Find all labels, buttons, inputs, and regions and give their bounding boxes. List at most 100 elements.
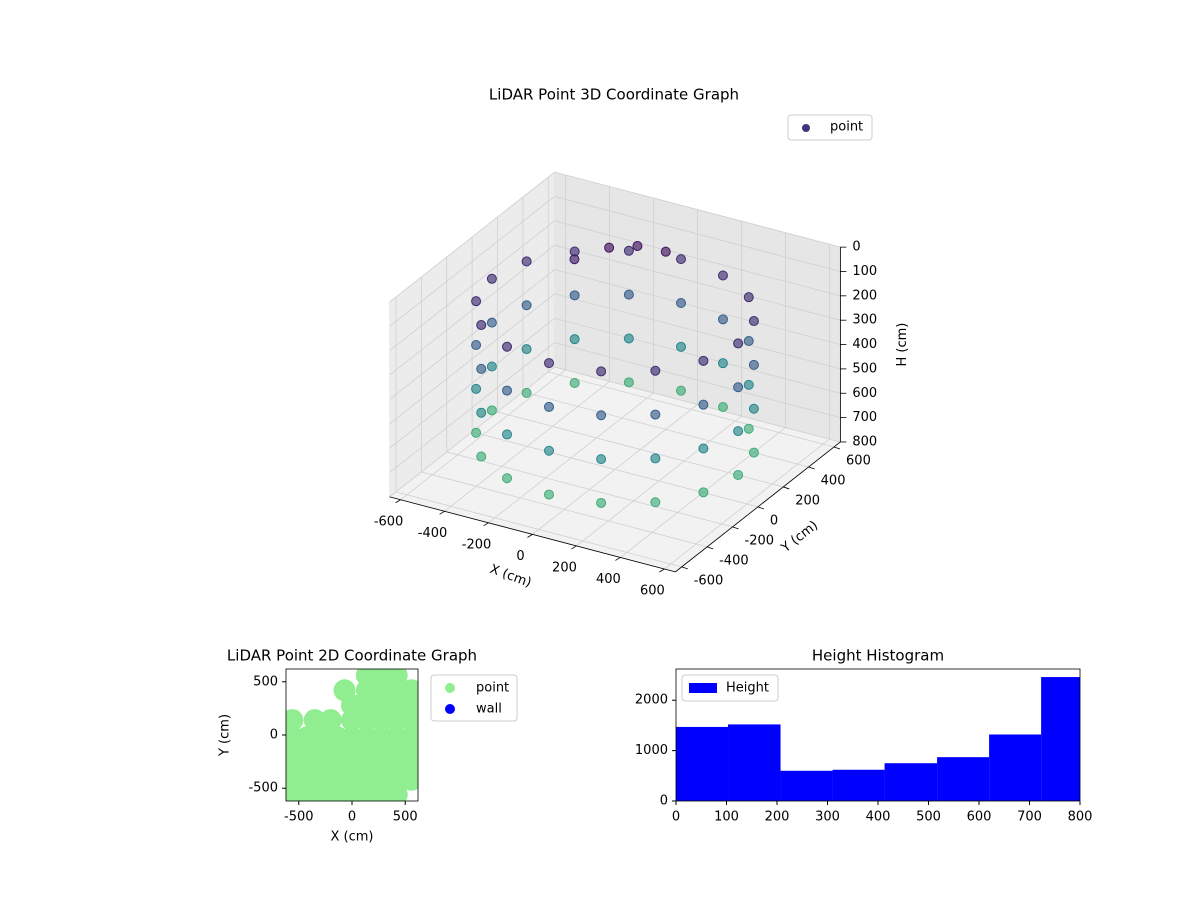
point — [698, 487, 709, 498]
point — [471, 427, 482, 438]
point — [650, 497, 661, 508]
z-tick-label: 600 — [852, 386, 877, 401]
grid-line — [389, 342, 841, 473]
x-tick-label: 800 — [1068, 810, 1093, 825]
grid-line — [389, 317, 841, 449]
x-tick — [659, 568, 665, 573]
legend-marker — [802, 124, 810, 132]
x-tick-label: 300 — [815, 810, 840, 825]
point — [743, 379, 754, 390]
point — [748, 316, 759, 327]
x-tick-label: 100 — [714, 810, 739, 825]
point — [623, 333, 634, 344]
x-tick-label: -600 — [374, 514, 404, 529]
y-tick-label: 0 — [770, 513, 778, 528]
point — [569, 378, 580, 389]
x-tick — [571, 545, 577, 550]
point — [544, 358, 554, 369]
point — [521, 344, 532, 355]
bar — [989, 734, 1042, 801]
point — [650, 365, 661, 376]
y-tick — [732, 526, 739, 530]
y-tick-label: -200 — [745, 533, 775, 548]
y-tick-label: 600 — [846, 453, 871, 468]
y-tick-label: 1000 — [635, 743, 668, 758]
y-tick-label: -400 — [719, 553, 749, 568]
point — [476, 320, 487, 331]
point — [676, 341, 686, 352]
point — [521, 256, 532, 267]
legend-marker — [445, 683, 455, 693]
point — [544, 445, 554, 456]
point — [748, 447, 759, 458]
chart-title: LiDAR Point 2D Coordinate Graph — [227, 647, 477, 665]
point — [471, 340, 482, 351]
point — [604, 242, 615, 253]
point — [698, 443, 709, 454]
point — [286, 709, 304, 732]
point — [733, 469, 744, 480]
x-tick — [615, 557, 621, 561]
point — [471, 383, 482, 394]
legend-box — [430, 674, 518, 722]
point — [544, 401, 554, 412]
point — [400, 726, 418, 749]
y-tick — [783, 486, 790, 490]
point — [596, 497, 607, 508]
point — [676, 254, 686, 265]
point — [748, 359, 759, 370]
point — [521, 300, 532, 311]
point — [569, 290, 580, 301]
point — [743, 423, 754, 434]
grid-line — [389, 366, 841, 498]
legend-box — [681, 674, 779, 702]
y-tick — [833, 446, 841, 450]
point — [486, 273, 497, 284]
bar — [1041, 677, 1080, 801]
point — [676, 297, 686, 308]
point — [502, 385, 513, 396]
point — [471, 296, 482, 307]
x-tick-label: -200 — [462, 537, 492, 552]
point — [623, 377, 634, 388]
point — [569, 254, 580, 265]
grid-line — [389, 220, 841, 352]
point — [650, 409, 661, 420]
bar — [937, 757, 990, 801]
x-tick-label: 700 — [1017, 810, 1042, 825]
z-tick-label: 700 — [852, 410, 877, 425]
y-tick — [681, 566, 688, 570]
x-tick-label: 400 — [866, 810, 891, 825]
y-tick-label: -600 — [694, 573, 724, 588]
point — [319, 709, 342, 732]
x-axis — [389, 496, 676, 573]
legend-label: point — [830, 120, 863, 135]
point — [502, 473, 513, 484]
z-tick-label: 200 — [852, 288, 877, 303]
plot-area — [676, 677, 1080, 801]
x-tick-label: 0 — [348, 810, 356, 825]
x-tick-label: -400 — [418, 526, 448, 541]
point — [698, 355, 709, 366]
point — [486, 361, 497, 372]
point — [544, 489, 554, 500]
legend-marker — [445, 704, 455, 714]
x-tick-label: -500 — [284, 810, 314, 825]
z-tick-label: 300 — [852, 313, 877, 328]
point — [743, 336, 754, 347]
legend-label: wall — [476, 702, 502, 717]
y-tick-label: 500 — [253, 674, 278, 689]
z-tick-label: 800 — [852, 434, 877, 449]
chart-title: Height Histogram — [812, 647, 944, 665]
point — [476, 451, 487, 462]
point — [717, 314, 728, 325]
grid-line — [389, 171, 841, 303]
x-tick — [483, 522, 489, 527]
bar — [676, 726, 729, 801]
point — [717, 358, 728, 369]
x-tick-label: 600 — [967, 810, 992, 825]
bar — [832, 769, 885, 801]
y-tick-label: 2000 — [635, 693, 668, 708]
point — [385, 669, 408, 687]
point — [476, 363, 487, 374]
